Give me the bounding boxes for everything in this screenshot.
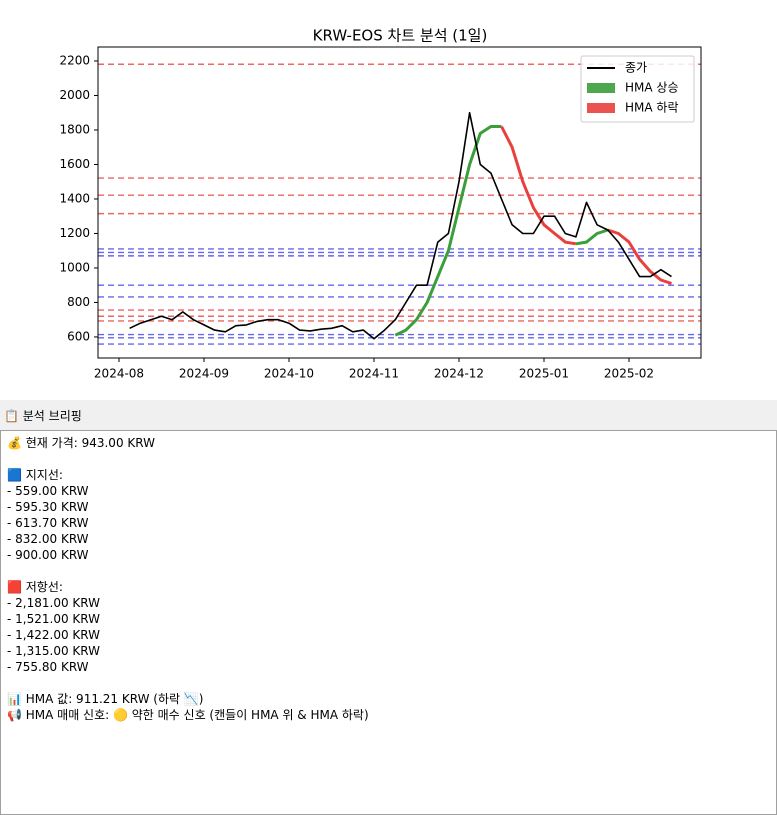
y-tick-label: 600	[67, 329, 90, 343]
y-tick-label: 1000	[59, 260, 90, 274]
series-line	[500, 125, 672, 285]
legend-swatch	[587, 83, 615, 93]
x-tick-label: 2025-01	[519, 367, 569, 381]
y-tick-label: 2200	[59, 53, 90, 67]
hma-line: 📊 HMA 값: 911.21 KRW (하락 📉)	[7, 692, 204, 706]
x-tick-label: 2024-11	[349, 367, 399, 381]
support-item: - 832.00 KRW	[7, 532, 89, 546]
resistance-title: 🟥 저항선:	[7, 580, 63, 594]
support-title: 🟦 지지선:	[7, 468, 63, 482]
y-tick-label: 1400	[59, 191, 90, 205]
series-line	[129, 111, 672, 340]
x-tick-label: 2024-10	[264, 367, 314, 381]
resistance-item: - 1,315.00 KRW	[7, 644, 100, 658]
resistance-item: - 2,181.00 KRW	[7, 596, 100, 610]
chart-title: KRW-EOS 차트 분석 (1일)	[313, 27, 488, 45]
gap	[1, 451, 776, 467]
legend-swatch	[587, 103, 615, 113]
x-tick-label: 2024-09	[179, 367, 229, 381]
panel-title: 📋 분석 브리핑	[4, 409, 82, 423]
support-item: - 595.30 KRW	[7, 500, 89, 514]
legend-label: 종가	[625, 61, 647, 75]
signal-line: 📢 HMA 매매 신호: 🟡 약한 매수 신호 (캔들이 HMA 위 & HMA…	[7, 708, 369, 722]
legend-label: HMA 상승	[625, 81, 678, 95]
briefing-panel: 💰 현재 가격: 943.00 KRW 🟦 지지선: - 559.00 KRW - 5…	[0, 430, 777, 815]
gap	[1, 563, 776, 579]
resistance-item: - 1,422.00 KRW	[7, 628, 100, 642]
plot-frame	[97, 46, 702, 359]
y-tick-label: 1600	[59, 157, 90, 171]
y-tick-label: 800	[67, 295, 90, 309]
series-line	[394, 125, 609, 337]
x-tick-label: 2025-02	[604, 367, 654, 381]
support-item: - 559.00 KRW	[7, 484, 89, 498]
y-tick-label: 1800	[59, 122, 90, 136]
support-item: - 900.00 KRW	[7, 548, 89, 562]
price-line: 💰 현재 가격: 943.00 KRW	[7, 436, 155, 450]
gap	[1, 675, 776, 691]
support-item: - 613.70 KRW	[7, 516, 89, 530]
legend-label: HMA 하락	[625, 101, 678, 115]
y-tick-label: 1200	[59, 226, 90, 240]
chart-area: KRW-EOS 차트 분석 (1일) 600 800 1000 1200 1400 160…	[0, 0, 777, 400]
resistance-item: - 1,521.00 KRW	[7, 612, 100, 626]
chart: KRW-EOS 차트 분석 (1일) 600 800 1000 1200 1400 160…	[59, 27, 702, 381]
resistance-item: - 755.80 KRW	[7, 660, 89, 674]
x-tick-label: 2024-12	[434, 367, 484, 381]
x-tick-label: 2024-08	[94, 367, 144, 381]
y-tick-label: 2000	[59, 88, 90, 102]
